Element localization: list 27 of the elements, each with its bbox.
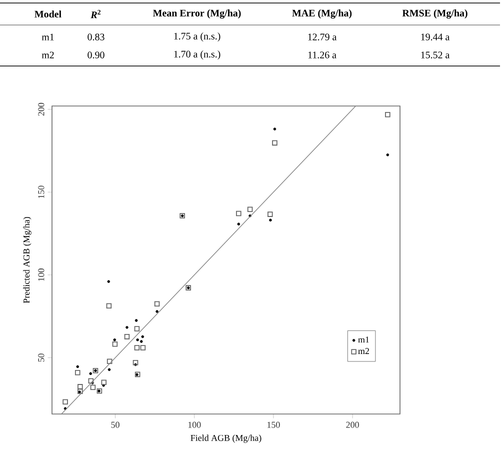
text: 12.79 a — [308, 34, 337, 40]
x-axis-title: Field AGB (Mg/ha) — [190, 434, 262, 443]
text: 0.90 — [88, 52, 104, 58]
legend-label: m1 — [358, 336, 369, 343]
text: 11.26 a — [308, 52, 336, 58]
x-tick-label: 50 — [111, 422, 120, 428]
text: 1.75 a (n.s.) — [174, 32, 220, 42]
text: m1 — [42, 34, 54, 40]
x-tick-label: 100 — [188, 422, 201, 428]
x-tick-label: 150 — [268, 422, 280, 428]
text: Mean Error (Mg/ha) — [153, 9, 241, 19]
text: MAE (Mg/ha) — [292, 9, 352, 19]
y-tick-label: 200 — [38, 102, 44, 116]
y-tick-label: 100 — [38, 268, 44, 281]
text: 0.83 — [88, 34, 104, 40]
legend-label: m2 — [358, 348, 369, 354]
text: 19.44 a — [421, 34, 450, 40]
text: m2 — [42, 52, 54, 58]
y-tick-label: 50 — [38, 354, 44, 362]
text: RMSE (Mg/ha) — [402, 9, 468, 19]
y-tick-label: 150 — [38, 186, 44, 198]
x-tick-label: 200 — [346, 422, 359, 428]
text: 15.52 a — [421, 52, 450, 58]
text: 1.70 a (n.s.) — [174, 50, 220, 60]
y-axis-title: Predicted AGB (Mg/ha) — [23, 217, 32, 304]
text: Model — [34, 10, 62, 18]
text: R$^{2}$ — [90, 10, 101, 18]
